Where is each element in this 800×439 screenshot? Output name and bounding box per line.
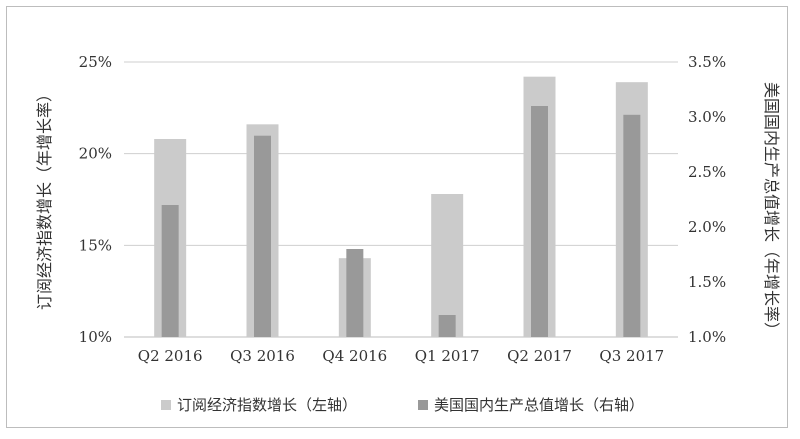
gridlines: [124, 61, 678, 338]
y-right-tick-label: 2.0%: [688, 218, 726, 236]
y-left-tick-label: 15%: [79, 236, 112, 254]
y-axis-right: 1.0% 1.5% 2.0% 2.5% 3.0% 3.5%: [688, 53, 726, 346]
bar-us-gdp: [161, 205, 179, 337]
legend-swatch-subscription-index: [161, 400, 171, 410]
bar-subscription-index: [431, 194, 464, 337]
chart-frame: [6, 6, 788, 428]
y-axis-left: 10% 15% 20% 25%: [79, 53, 112, 346]
bar-us-gdp: [254, 135, 271, 337]
bar-us-gdp: [531, 106, 548, 337]
y-axis-left-title: 订阅经济指数增长（年增长率）: [35, 86, 54, 310]
y-right-tick-label: 3.0%: [688, 108, 726, 126]
legend-label-subscription-index: 订阅经济指数增长（左轴）: [177, 396, 357, 414]
legend-label-us-gdp: 美国国内生产总值增长（右轴）: [434, 396, 644, 414]
bars: [154, 76, 648, 338]
x-tick-label: Q2 2017: [507, 347, 572, 365]
bar-us-gdp: [438, 315, 456, 337]
x-tick-label: Q4 2016: [322, 347, 387, 365]
bar-us-gdp: [623, 114, 641, 337]
y-left-tick-label: 20%: [79, 145, 112, 163]
x-tick-label: Q3 2017: [599, 347, 664, 365]
legend: 订阅经济指数增长（左轴） 美国国内生产总值增长（右轴）: [161, 396, 644, 414]
x-tick-label: Q1 2017: [415, 347, 480, 365]
y-left-tick-label: 25%: [79, 53, 112, 71]
y-right-tick-label: 1.5%: [688, 273, 726, 291]
bar-us-gdp: [346, 249, 364, 337]
x-tick-label: Q3 2016: [230, 347, 295, 365]
y-left-tick-label: 10%: [79, 328, 112, 346]
x-tick-label: Q2 2016: [138, 347, 203, 365]
y-right-tick-label: 3.5%: [688, 53, 726, 71]
y-right-tick-label: 2.5%: [688, 163, 726, 181]
legend-swatch-us-gdp: [418, 400, 428, 410]
y-right-tick-label: 1.0%: [688, 328, 726, 346]
x-axis: Q2 2016 Q3 2016 Q4 2016 Q1 2017 Q2 2017 Q3 20…: [138, 347, 664, 365]
y-axis-right-title: 美国国内生产总值增长（年增长率）: [762, 82, 781, 338]
